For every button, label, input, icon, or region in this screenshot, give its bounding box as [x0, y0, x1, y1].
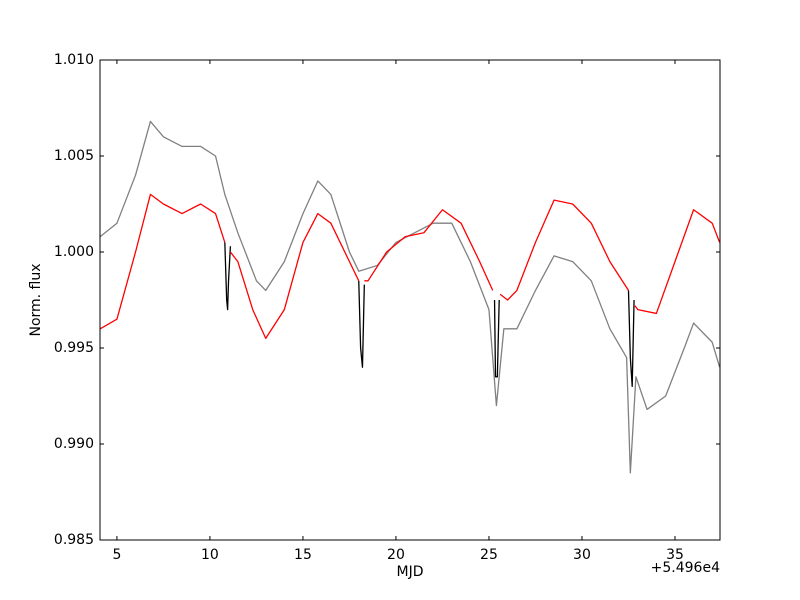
x-tick-label: 20: [387, 547, 405, 563]
data-line: [99, 120, 721, 474]
x-tick-label: 5: [112, 547, 121, 563]
y-tick-label: 0.990: [54, 436, 94, 452]
x-tick-label: 15: [294, 547, 312, 563]
x-tick-label: 10: [201, 547, 219, 563]
x-offset-label: +5.496e4: [651, 560, 720, 576]
y-axis-label: Norm. flux: [28, 263, 44, 336]
data-line: [99, 193, 721, 340]
y-tick-label: 1.000: [54, 244, 94, 260]
y-tick-label: 1.005: [54, 148, 94, 164]
x-tick-label: 30: [573, 547, 591, 563]
plot-frame: [99, 59, 721, 541]
y-tick-label: 1.010: [54, 52, 94, 68]
data-line: [224, 242, 635, 388]
x-tick-label: 25: [480, 547, 498, 563]
x-tick-label: 35: [666, 547, 684, 563]
y-tick-label: 0.995: [54, 340, 94, 356]
x-axis-label: MJD: [397, 564, 424, 580]
y-tick-label: 0.985: [54, 532, 94, 548]
